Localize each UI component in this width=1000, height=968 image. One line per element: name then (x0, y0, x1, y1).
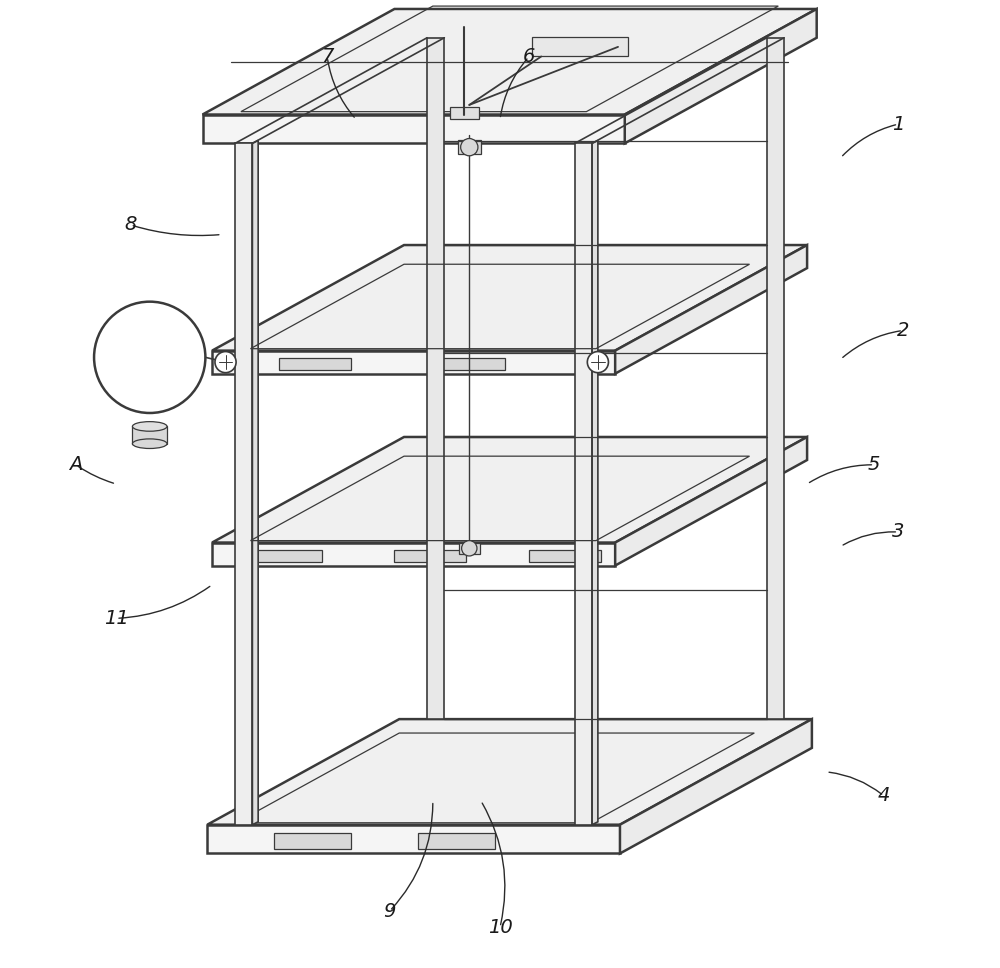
Text: 5: 5 (868, 455, 880, 474)
Polygon shape (427, 38, 444, 719)
Polygon shape (767, 38, 784, 719)
Polygon shape (279, 358, 351, 370)
Polygon shape (207, 719, 812, 825)
Polygon shape (459, 542, 480, 554)
Text: 11: 11 (104, 609, 129, 628)
Polygon shape (458, 140, 481, 154)
Polygon shape (620, 719, 812, 854)
Text: 7: 7 (321, 47, 333, 67)
Polygon shape (450, 106, 479, 119)
Circle shape (462, 540, 477, 556)
Text: 1: 1 (892, 114, 904, 134)
Polygon shape (132, 427, 167, 443)
Text: 4: 4 (878, 786, 890, 805)
Ellipse shape (132, 439, 167, 448)
Circle shape (215, 351, 236, 373)
Polygon shape (250, 550, 322, 561)
Text: 8: 8 (124, 216, 137, 234)
Polygon shape (212, 437, 807, 542)
Polygon shape (433, 358, 505, 370)
Polygon shape (615, 245, 807, 374)
Polygon shape (418, 832, 495, 849)
Polygon shape (575, 143, 592, 825)
Text: 3: 3 (892, 523, 904, 541)
Polygon shape (532, 38, 628, 56)
Ellipse shape (132, 422, 167, 431)
Polygon shape (235, 143, 252, 825)
Polygon shape (107, 336, 142, 365)
Polygon shape (207, 825, 620, 854)
Polygon shape (625, 9, 817, 143)
Circle shape (587, 351, 608, 373)
Text: 10: 10 (488, 918, 512, 937)
Text: 6: 6 (523, 47, 535, 67)
Text: 9: 9 (383, 901, 396, 921)
Polygon shape (394, 550, 466, 561)
Text: 2: 2 (897, 321, 909, 340)
Polygon shape (212, 245, 807, 350)
Text: A: A (69, 455, 83, 474)
Polygon shape (155, 336, 190, 365)
Polygon shape (212, 542, 615, 565)
Circle shape (94, 302, 205, 413)
Polygon shape (592, 140, 598, 825)
Polygon shape (212, 350, 615, 374)
Circle shape (461, 138, 478, 156)
Polygon shape (203, 114, 625, 143)
Polygon shape (138, 362, 174, 381)
Polygon shape (274, 832, 351, 849)
Polygon shape (203, 9, 817, 114)
Polygon shape (615, 437, 807, 565)
Polygon shape (529, 550, 601, 561)
Polygon shape (252, 140, 258, 825)
